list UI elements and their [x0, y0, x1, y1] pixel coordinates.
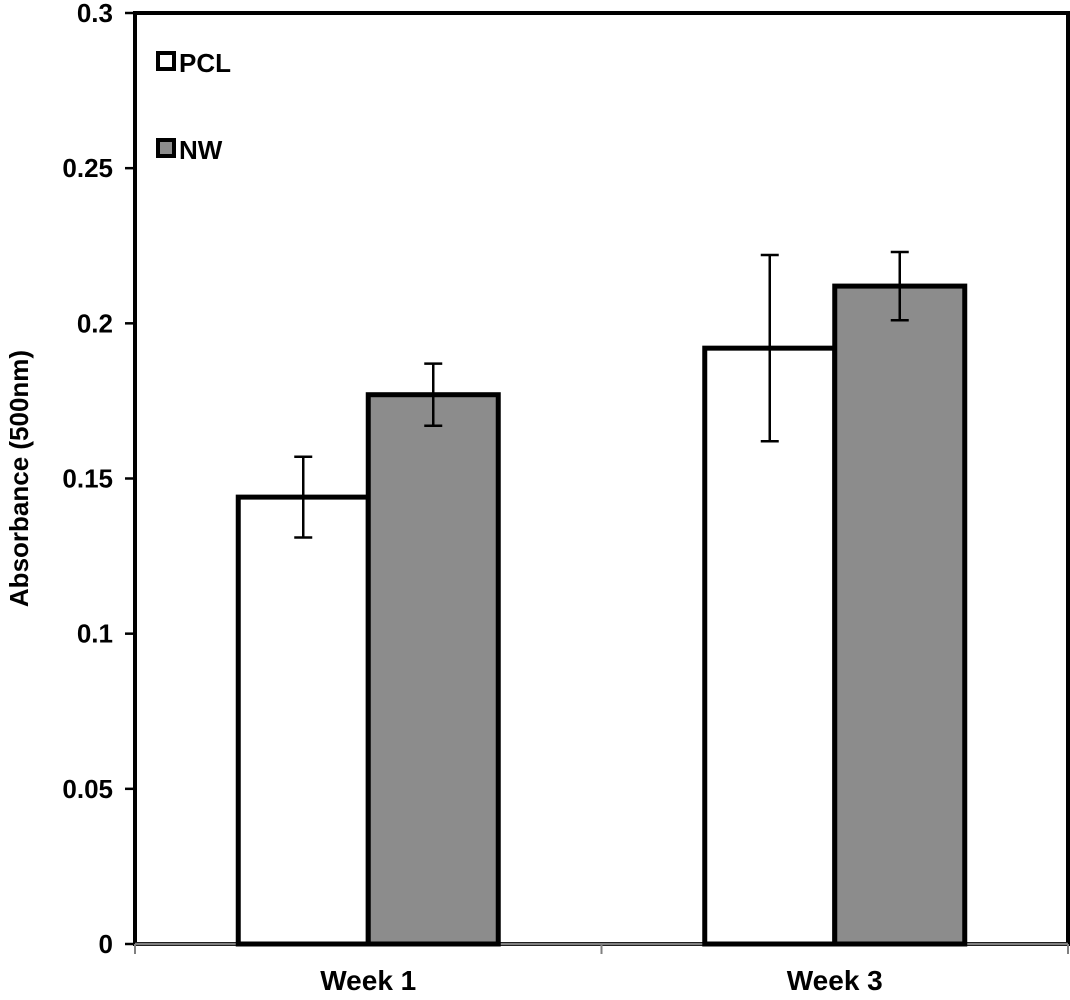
bar-nw-week-1	[365, 392, 501, 947]
legend-swatch-pcl	[156, 51, 176, 71]
legend-label-nw: NW	[179, 135, 223, 165]
y-tick-label: 0.1	[77, 619, 113, 649]
x-category-label: Week 3	[787, 965, 883, 996]
y-tick-label: 0.05	[62, 774, 113, 804]
y-tick-label: 0.2	[77, 308, 113, 338]
x-category-label: Week 1	[320, 965, 416, 996]
legend-swatch-nw	[156, 138, 176, 158]
y-axis-title: Absorbance (500nm)	[4, 350, 34, 607]
y-tick-label: 0.15	[62, 464, 113, 494]
legend-label-pcl: PCL	[179, 48, 231, 78]
y-tick-label: 0	[99, 929, 113, 959]
y-tick-label: 0.3	[77, 0, 113, 28]
y-tick-label: 0.25	[62, 153, 113, 183]
bar-pcl-week-1	[235, 494, 371, 947]
bar-nw-week-3	[832, 283, 968, 947]
